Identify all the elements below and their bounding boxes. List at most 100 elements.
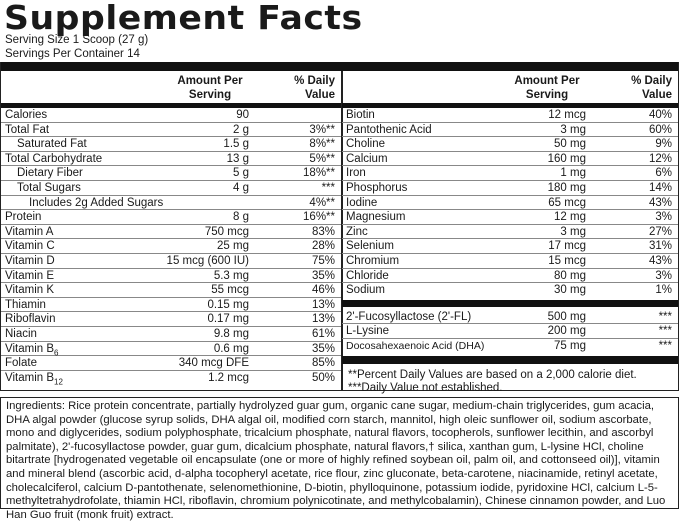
nutrient-name-text: Selenium [346,240,394,253]
nutrient-name-text: Phosphorus [346,181,408,194]
amount: 1.2 mcg [208,371,249,384]
amount: 9.8 mg [213,327,249,340]
nutrient-name: Vitamin D [5,254,55,268]
daily-value: 4%** [309,196,335,209]
nutrient-name: Includes 2g Added Sugars [29,196,163,210]
nutrient-name: Riboflavin [5,312,56,326]
nutrient-row: Choline 50 mg 9% [342,137,678,152]
nutrient-name-text: Vitamin B [5,371,55,384]
nutrient-row: Magnesium 12 mg 3% [342,210,678,225]
nutrient-row: Riboflavin 0.17 mg 13% [1,312,341,327]
amount: 3 mg [560,225,586,238]
daily-value: 27% [648,225,672,238]
daily-value: 16%** [303,211,335,224]
nutrient-name-text: Dietary Fiber [17,167,83,180]
amount: 180 mg [547,181,586,194]
daily-value: 14% [648,181,672,194]
nutrient-name: Pantothenic Acid [346,123,432,137]
amount: 1.5 g [223,138,249,151]
daily-value: 35% [311,342,335,355]
amount: 5.3 mg [213,269,249,282]
nutrient-name-text: Vitamin D [5,254,55,267]
nutrient-name-text: Chromium [346,254,400,267]
nutrient-row: Iron 1 mg 6% [342,166,678,181]
nutrient-name: Selenium [346,239,394,253]
nutrient-name: Thiamin [5,298,46,312]
facts-table: Amount Per Serving % Daily Value Calories… [0,62,679,394]
amount-header: Amount Per Serving [514,75,580,101]
nutrient-row: Pantothenic Acid 3 mg 60% [342,123,678,138]
nutrient-row: Vitamin K 55 mcg 46% [1,283,341,298]
nutrient-name: Protein [5,210,41,224]
daily-value: 85% [311,357,335,370]
nutrient-row: Chromium 15 mcg 43% [342,254,678,269]
nutrient-row: Vitamin E 5.3 mg 35% [1,269,341,284]
nutrient-name: Zinc [346,225,368,239]
nutrient-name-text: Vitamin B [5,342,55,355]
daily-value: 43% [648,196,672,209]
nutrient-name-text: Iron [346,167,366,180]
nutrient-name-text: Total Sugars [17,181,81,194]
column-divider [341,71,343,391]
nutrient-row: Chloride 80 mg 3% [342,269,678,284]
daily-value: 60% [648,123,672,136]
nutrient-name: Calories [5,108,47,122]
nutrient-name: Dietary Fiber [17,166,83,180]
nutrient-name-text: Riboflavin [5,313,56,326]
nutrient-name-text: Vitamin A [5,225,54,238]
amount: 15 mcg (600 IU) [166,254,249,267]
amount: 25 mg [217,240,249,253]
nutrient-name-text: Calories [5,109,48,121]
nutrient-name-text: Protein [5,211,42,224]
nutrient-name: Biotin [346,108,375,122]
nutrient-row: Folate 340 mcg DFE 85% [1,356,341,371]
nutrient-row: Total Sugars 4 g *** [1,181,341,196]
right-column: Amount Per Serving % Daily Value Biotin 12… [342,71,678,396]
nutrient-name-text: Chloride [346,269,389,282]
nutrient-name-text: Sodium [346,284,385,297]
amount: 75 mg [554,339,586,352]
nutrient-name: Vitamin B6 [5,342,58,360]
nutrient-name-text: 2'-Fucosyllactose (2'-FL) [346,310,472,323]
amount: 2 g [233,123,249,136]
footnote-not-established: ***Daily Value not established. [348,382,503,394]
amount: 0.6 mg [213,342,249,355]
daily-value: 13% [311,313,335,326]
nutrient-name-text: Docosahexaenoic Acid (DHA) [346,339,485,352]
nutrient-name: Niacin [5,327,37,341]
nutrient-name: Iodine [346,196,377,210]
nutrient-row: Total Fat 2 g 3%** [1,123,341,138]
nutrient-name: Calcium [346,152,388,166]
amount: 8 g [233,211,249,224]
amount: 30 mg [554,284,586,297]
nutrient-name-text: Pantothenic Acid [346,123,432,136]
ingredients: Ingredients: Rice protein concentrate, p… [0,397,679,521]
daily-value: *** [658,325,672,338]
subscript: 6 [54,347,59,357]
nutrient-row: Zinc 3 mg 27% [342,225,678,240]
nutrient-row: Calories 90 [1,108,341,123]
amount: 1 mg [560,167,586,180]
nutrient-row: Total Carbohydrate 13 g 5%** [1,152,341,167]
nutrient-name-text: Folate [5,357,37,370]
top-bar [1,62,678,71]
daily-value: 43% [648,254,672,267]
nutrient-row: Vitamin A 750 mcg 83% [1,225,341,240]
nutrient-name-text: Thiamin [5,298,46,311]
nutrient-row: Niacin 9.8 mg 61% [1,327,341,342]
daily-value: 3%** [309,123,335,136]
nutrient-name: Vitamin A [5,225,53,239]
amount: 160 mg [547,152,586,165]
amount: 5 g [233,167,249,180]
nutrient-name-text: Iodine [346,196,378,209]
amount: 340 mcg DFE [178,357,249,370]
amount: 80 mg [554,269,586,282]
amount: 0.15 mg [207,298,249,311]
nutrient-name: Chromium [346,254,399,268]
nutrient-name-text: Zinc [346,225,368,238]
subscript: 12 [54,376,63,386]
nutrient-name: Total Fat [5,123,49,137]
dv-header: % Daily Value [294,75,335,101]
nutrient-name: Magnesium [346,210,405,224]
nutrient-name: Vitamin E [5,269,54,283]
